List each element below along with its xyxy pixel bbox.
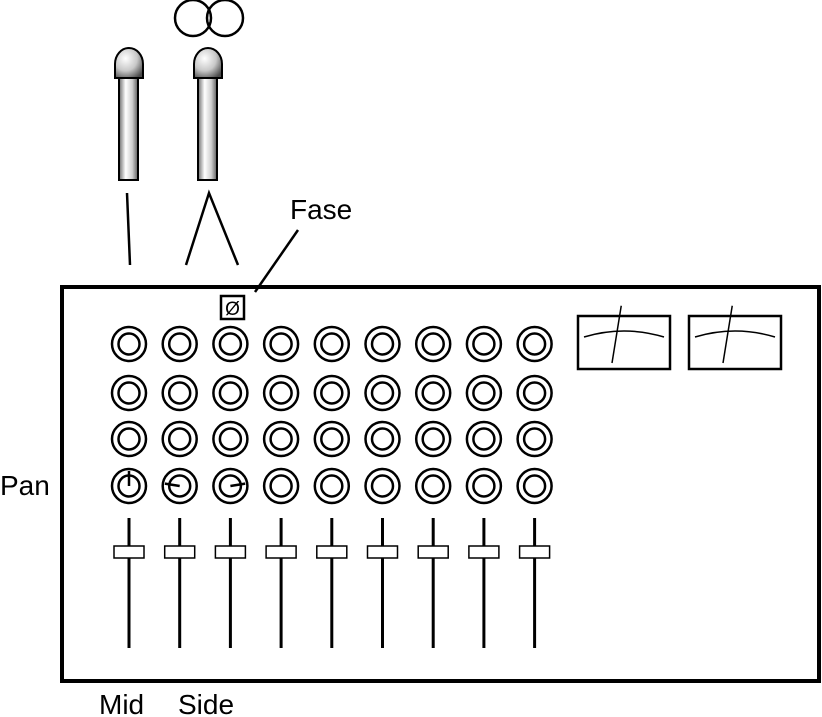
mid-microphone-icon (114, 47, 144, 181)
channel-knob[interactable] (262, 325, 300, 363)
meter-needle (611, 305, 622, 364)
channel-fader[interactable] (163, 518, 196, 648)
knob-grid (110, 325, 553, 505)
figure8-pattern-icon (173, 0, 245, 38)
channel-fader[interactable] (316, 518, 348, 648)
phase-symbol: Ø (225, 299, 240, 320)
channel-knob[interactable] (414, 374, 452, 412)
vu-meter (576, 305, 672, 371)
channel-knob[interactable] (516, 374, 553, 412)
fader-row (113, 518, 551, 648)
channel-knob[interactable] (212, 374, 249, 412)
fader-cap[interactable] (468, 545, 500, 559)
figure8-ring-right (205, 0, 245, 38)
channel-fader[interactable] (417, 518, 449, 648)
channel-fader[interactable] (113, 518, 145, 648)
pan-knob[interactable] (364, 467, 401, 505)
channel-knob[interactable] (465, 374, 503, 412)
channel-knob[interactable] (262, 420, 300, 458)
channel-knob[interactable] (262, 374, 300, 412)
channel-knob[interactable] (364, 374, 401, 412)
channel-fader[interactable] (265, 518, 297, 648)
side-cable (184, 189, 240, 266)
channel-knob[interactable] (161, 325, 198, 363)
mid-label: Mid (99, 689, 144, 717)
fader-cap[interactable] (113, 545, 145, 559)
phase-switch[interactable]: Ø (219, 294, 246, 321)
phase-label: Fase (290, 194, 352, 225)
meter-needle (722, 305, 733, 364)
pan-knob[interactable] (313, 467, 351, 505)
channel-fader[interactable] (366, 518, 399, 648)
pan-knob[interactable] (465, 467, 503, 505)
channel-knob[interactable] (212, 325, 249, 363)
pan-knob[interactable] (110, 467, 148, 505)
side-microphone-icon (193, 47, 223, 181)
meter-scale (694, 330, 776, 338)
channel-knob[interactable] (414, 420, 452, 458)
pan-pointer (164, 482, 180, 488)
fader-cap[interactable] (214, 545, 247, 559)
channel-knob[interactable] (364, 325, 401, 363)
phase-leader-line (253, 229, 300, 293)
fader-cap[interactable] (417, 545, 449, 559)
channel-knob[interactable] (313, 420, 351, 458)
vu-meters (576, 305, 783, 371)
channel-knob[interactable] (313, 325, 351, 363)
channel-knob[interactable] (465, 420, 503, 458)
channel-knob[interactable] (110, 325, 148, 363)
pan-pointer (230, 482, 246, 488)
channel-knob[interactable] (161, 374, 198, 412)
pan-knob[interactable] (212, 467, 249, 505)
mid-cable (125, 192, 132, 266)
channel-knob[interactable] (414, 325, 452, 363)
channel-knob[interactable] (516, 420, 553, 458)
fader-cap[interactable] (316, 545, 348, 559)
pan-knob[interactable] (161, 467, 198, 505)
figure8-ring-left (173, 0, 213, 38)
meter-scale (583, 330, 665, 338)
channel-knob[interactable] (161, 420, 198, 458)
pan-label: Pan (0, 470, 50, 501)
vu-meter (687, 305, 783, 371)
channel-knob[interactable] (313, 374, 351, 412)
pan-knob[interactable] (414, 467, 452, 505)
channel-knob[interactable] (110, 374, 148, 412)
channel-knob[interactable] (465, 325, 503, 363)
channel-knob[interactable] (516, 325, 553, 363)
mixer-console (60, 285, 821, 683)
fader-cap[interactable] (163, 545, 196, 559)
fader-cap[interactable] (518, 545, 551, 559)
pan-knob[interactable] (262, 467, 300, 505)
fader-cap[interactable] (366, 545, 399, 559)
pan-knob[interactable] (516, 467, 553, 505)
fader-cap[interactable] (265, 545, 297, 559)
channel-fader[interactable] (214, 518, 247, 648)
channel-knob[interactable] (364, 420, 401, 458)
channel-fader[interactable] (468, 518, 500, 648)
side-label: Side (178, 689, 234, 717)
channel-knob[interactable] (212, 420, 249, 458)
channel-knob[interactable] (110, 420, 148, 458)
channel-fader[interactable] (518, 518, 551, 648)
